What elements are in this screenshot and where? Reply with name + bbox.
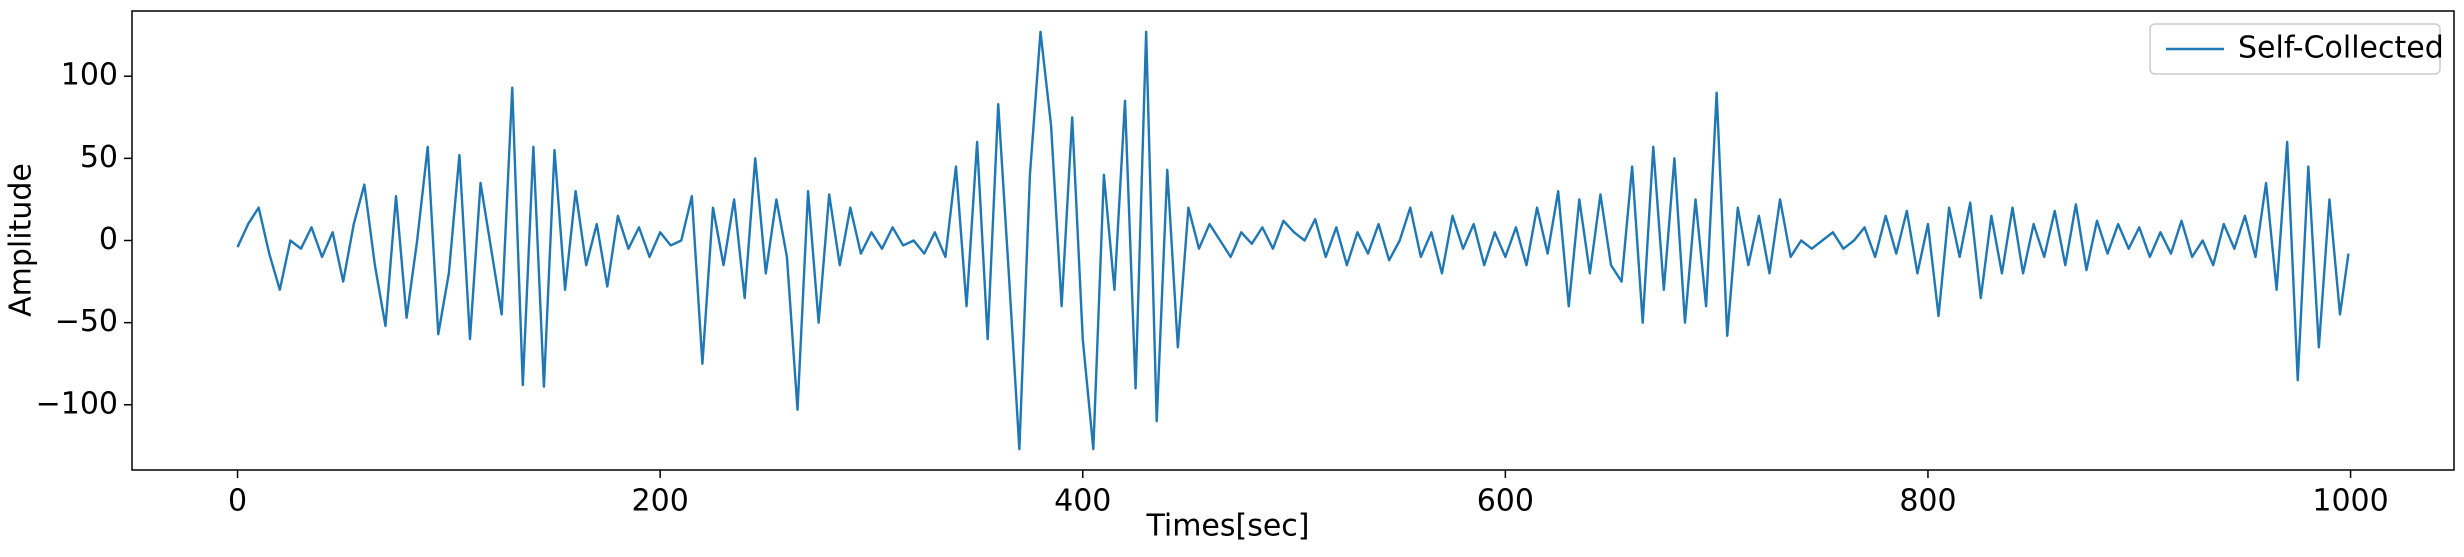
x-tick-label: 200 (632, 484, 689, 519)
legend-label: Self-Collected (2238, 31, 2444, 66)
x-tick-label: 0 (228, 484, 247, 519)
plot-frame (131, 10, 2455, 471)
x-tick-label: 800 (1899, 484, 1956, 519)
x-tick-label: 1000 (2312, 484, 2388, 519)
x-tick-label: 600 (1477, 484, 1534, 519)
y-tick-label: 50 (80, 140, 118, 175)
x-axis-label: Times[sec] (1145, 509, 1309, 544)
legend-box (2149, 23, 2441, 75)
data-line (236, 30, 2350, 451)
y-tick-label: −100 (36, 386, 118, 421)
y-axis-label: Amplitude (4, 163, 39, 317)
y-tick-label: 100 (61, 58, 118, 93)
y-tick-label: −50 (55, 304, 118, 339)
y-tick-label: 0 (99, 222, 118, 257)
x-tick-label: 400 (1054, 484, 1111, 519)
